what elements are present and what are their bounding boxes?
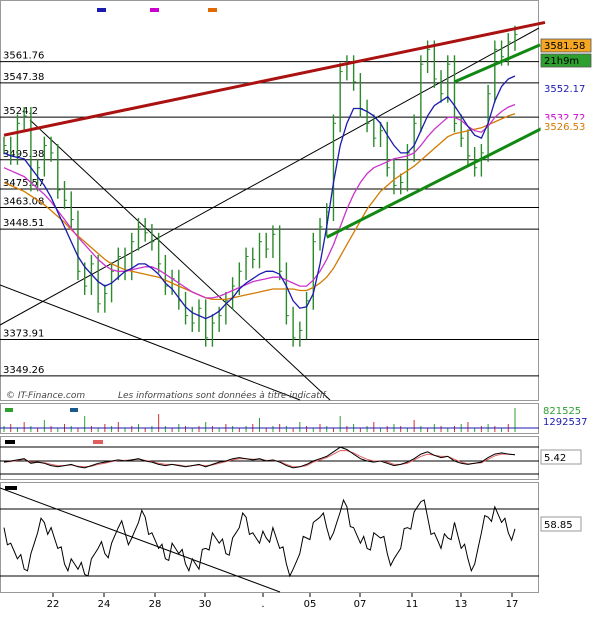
macd-tag-label: 5.42 [544,453,566,464]
volume-legend-swatch [5,408,13,412]
macd-legend-swatch [5,440,15,444]
x-tick-label: . [261,599,264,610]
price-tag-label: 21h9m [544,56,579,67]
disclaimer-label: Les informations sont données à titre in… [118,390,328,401]
macd-main-line [3,446,516,469]
trend-green-lower-line [326,118,560,239]
volume-legend-swatch [70,408,78,412]
x-tick-label: 13 [455,599,468,610]
rsi-line [3,498,516,578]
rsi-tag-label: 58.85 [544,520,573,531]
ma-blue-line [3,75,516,320]
level-label: 3448.51 [3,218,44,229]
macd-tag-box [540,449,582,465]
x-tick-label: 24 [98,599,111,610]
volume-tag-label: 821525 [543,406,581,417]
level-label: 3475.57 [3,178,44,189]
rsi-line: 58.85 [0,486,582,578]
x-tick-label: 30 [199,599,212,610]
price-tag-label: 3532.72 [544,113,585,124]
x-axis: 22 24 28 30. 05 07 11 13 17 [47,593,519,610]
price-bars [3,25,518,347]
price-tag-box [540,53,592,68]
level-label: 3349.26 [3,365,44,376]
price-panel-frame [0,0,539,401]
macd-panel-frame [0,436,539,480]
legend-blue-swatch [97,8,106,12]
trend-green-upper-line [453,43,541,84]
level-label: 3561.76 [3,51,44,62]
source-label: © IT-Finance.com [6,391,85,401]
price-tag-box [540,81,592,96]
price-tag-box [540,38,592,53]
ma-orange-line [3,113,516,301]
diagonal-trendlines [0,27,540,593]
price-tag-label: 3526.53 [544,122,585,133]
legend-orange-swatch [208,8,217,12]
macd-lines: 5.42 [0,440,582,475]
level-label: 3495.38 [3,149,44,160]
x-tick-label: 22 [47,599,60,610]
x-tick-label: 28 [149,599,162,610]
level-label: 3547.38 [3,72,44,83]
x-tick-label: 17 [506,599,519,610]
x-tick-label: 05 [304,599,317,610]
legend-magenta-swatch [150,8,159,12]
x-tick-label: 07 [354,599,367,610]
rsi-panel-frame [0,482,539,593]
price-tag-label: 3552.17 [544,84,585,95]
volume-panel-frame [0,403,539,434]
price-tag-label: 3581.58 [544,41,585,52]
volume-tag-box [540,414,594,428]
rsi-tag-box [540,516,582,532]
price-legend [97,8,217,12]
trend-red-line [3,20,546,137]
rsi-legend-swatch [5,486,17,490]
level-label: 3463.08 [3,197,44,208]
price-tag-box [540,119,592,134]
moving-averages [3,75,516,320]
level-label: 3373.91 [3,328,44,339]
volume-tag-label: 1292537 [543,417,588,428]
horizontal-levels: 3561.76 3547.38 3524.2 3495.38 3475.57 3463.0… [0,51,539,377]
macd-legend-swatch [93,440,103,444]
ma-magenta-line [3,103,516,299]
x-tick-label: 11 [406,599,419,610]
level-label: 3524.2 [3,106,38,117]
manual-trendlines [3,20,560,239]
